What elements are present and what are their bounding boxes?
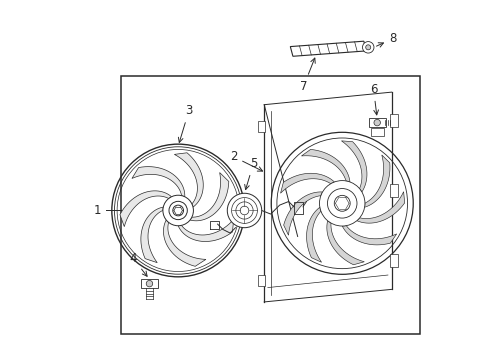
Text: 4: 4 xyxy=(129,252,147,276)
Polygon shape xyxy=(190,172,228,221)
Bar xyxy=(257,275,264,286)
Bar xyxy=(257,121,264,132)
FancyBboxPatch shape xyxy=(141,279,158,288)
Polygon shape xyxy=(290,41,366,56)
Polygon shape xyxy=(364,155,389,207)
Text: 6: 6 xyxy=(369,83,378,115)
Bar xyxy=(389,254,397,267)
Bar xyxy=(389,184,397,197)
Circle shape xyxy=(373,120,380,126)
Text: 7: 7 xyxy=(299,58,315,93)
Text: 5: 5 xyxy=(244,157,257,190)
Text: 8: 8 xyxy=(376,32,396,47)
Circle shape xyxy=(365,45,370,50)
Circle shape xyxy=(334,195,349,211)
Circle shape xyxy=(319,181,364,226)
FancyBboxPatch shape xyxy=(370,128,383,136)
Text: 3: 3 xyxy=(178,104,192,143)
Circle shape xyxy=(146,280,152,287)
Text: 2: 2 xyxy=(229,150,262,171)
Polygon shape xyxy=(174,153,203,207)
Circle shape xyxy=(227,193,261,228)
Circle shape xyxy=(169,201,187,220)
Polygon shape xyxy=(306,207,321,262)
Polygon shape xyxy=(280,173,334,193)
Polygon shape xyxy=(342,226,396,245)
Circle shape xyxy=(362,41,373,53)
Polygon shape xyxy=(301,149,349,182)
Polygon shape xyxy=(120,191,171,227)
Circle shape xyxy=(327,189,356,218)
Bar xyxy=(389,114,397,127)
Polygon shape xyxy=(326,221,364,265)
Circle shape xyxy=(163,195,193,226)
Circle shape xyxy=(172,205,183,216)
Polygon shape xyxy=(178,219,233,242)
Polygon shape xyxy=(283,192,322,235)
Polygon shape xyxy=(356,192,404,223)
Polygon shape xyxy=(163,220,205,266)
Bar xyxy=(121,76,419,334)
Polygon shape xyxy=(132,167,184,197)
Polygon shape xyxy=(141,207,163,263)
Polygon shape xyxy=(341,141,366,192)
FancyBboxPatch shape xyxy=(368,118,385,127)
Text: 1: 1 xyxy=(93,204,101,217)
